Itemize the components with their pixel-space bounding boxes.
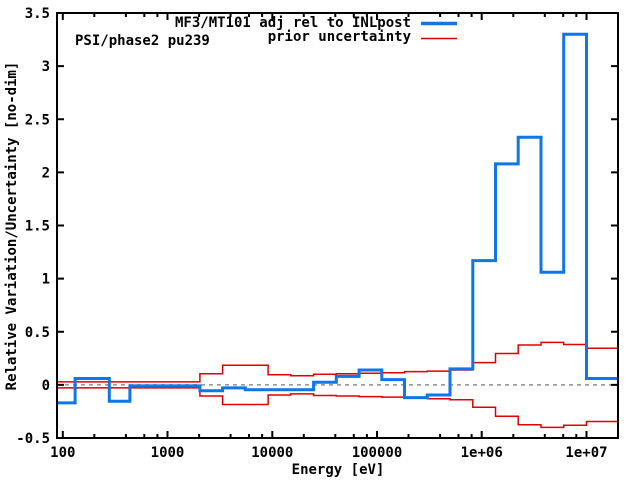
x-tick-label: 1e+07 [565, 445, 607, 461]
x-tick-label: 1e+06 [461, 445, 503, 461]
legend-label: prior uncertainty [268, 29, 412, 45]
y-tick-label: 2.5 [25, 112, 50, 128]
y-axis-label: Relative Variation/Uncertainty [no-dim] [4, 62, 20, 391]
x-tick-label: 10000 [251, 445, 293, 461]
y-tick-label: -0.5 [16, 431, 50, 447]
x-tick-label: 100000 [352, 445, 403, 461]
y-tick-label: 3.5 [25, 6, 50, 22]
y-tick-label: 1.5 [25, 219, 50, 235]
y-tick-label: 0 [42, 378, 50, 394]
y-tick-label: 0.5 [25, 325, 50, 341]
dataset-annotation: PSI/phase2 pu239 [75, 33, 210, 49]
legend-label: MF3/MT101 adj rel to INLpost [175, 15, 411, 31]
x-axis-label: Energy [eV] [292, 462, 385, 478]
x-tick-label: 100 [50, 445, 75, 461]
y-tick-label: 1 [42, 272, 50, 288]
prior-uncertainty-upper-line [57, 341, 618, 383]
y-tick-label: 3 [42, 59, 50, 75]
x-tick-label: 1000 [151, 445, 185, 461]
adjustment-series-line [57, 32, 618, 405]
y-tick-label: 2 [42, 165, 50, 181]
